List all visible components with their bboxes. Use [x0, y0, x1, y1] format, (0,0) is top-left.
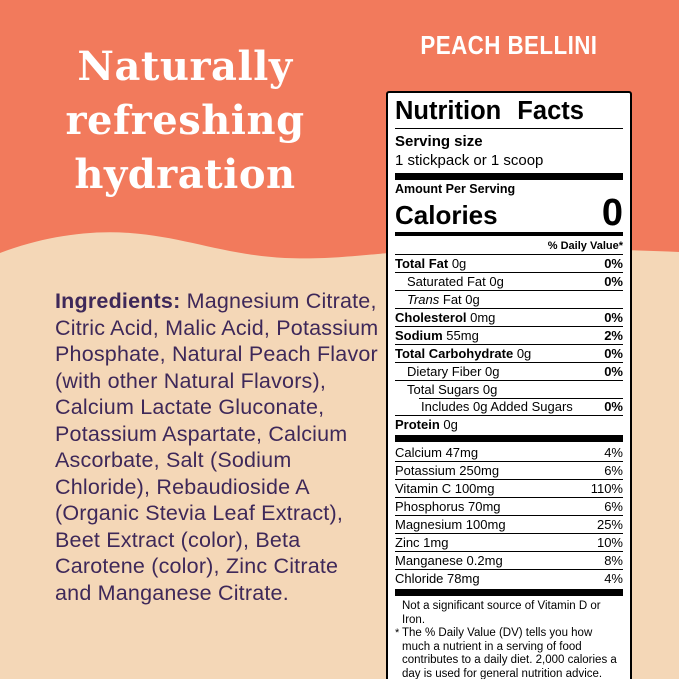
- mineral-row-name: Potassium 250mg: [395, 462, 500, 478]
- ingredients-paragraph: Ingredients: Magnesium Citrate, Citric A…: [55, 288, 380, 606]
- footnote-vitamin-d-iron: Not a significant source of Vitamin D or…: [402, 600, 601, 626]
- mineral-rows: Calcium 47mg 4% Potassium 250mg 6% Vitamin C…: [395, 444, 623, 587]
- ingredients-label: Ingredients:: [55, 289, 181, 313]
- mineral-row-daily-value: 25%: [596, 516, 623, 532]
- calories-row: Calories 0: [395, 192, 623, 234]
- mineral-row: Potassium 250mg 6%: [395, 461, 623, 479]
- mineral-row-name: Manganese 0.2mg: [395, 552, 503, 568]
- mineral-row-daily-value: 4%: [604, 570, 623, 586]
- mineral-row-daily-value: 8%: [604, 552, 623, 568]
- nutrient-row-name: Saturated Fat 0g: [407, 273, 504, 289]
- nutrient-row: Total Fat 0g 0%: [395, 254, 623, 272]
- flavor-name: PEACH BELLINI: [386, 30, 632, 61]
- mineral-row-daily-value: 6%: [604, 498, 623, 514]
- mineral-row: Phosphorus 70mg 6%: [395, 497, 623, 515]
- flavor-name-text: PEACH BELLINI: [420, 30, 598, 60]
- mineral-row-name: Calcium 47mg: [395, 444, 479, 460]
- nutrient-row: Includes 0g Added Sugars 0%: [395, 398, 623, 415]
- divider-bar: [395, 589, 623, 596]
- mineral-row: Calcium 47mg 4%: [395, 444, 623, 461]
- headline: Naturally refreshing hydration: [65, 43, 305, 198]
- thin-rule: [395, 128, 623, 129]
- nutrient-row-name: Protein 0g: [395, 416, 458, 432]
- mineral-row-daily-value: 110%: [590, 480, 623, 496]
- calories-label: Calories: [395, 200, 498, 230]
- mineral-row-name: Chloride 78mg: [395, 570, 480, 586]
- nutrient-row-daily-value: 2%: [604, 327, 623, 343]
- nutrient-row-daily-value: 0%: [604, 273, 623, 289]
- divider-bar: [395, 173, 623, 180]
- nutrient-row-daily-value: 0%: [604, 363, 623, 379]
- nutrient-row: Cholesterol 0mg 0%: [395, 308, 623, 326]
- nutrition-facts-panel: Nutrition Facts Serving size 1 stickpack…: [386, 91, 632, 679]
- mineral-row-daily-value: 4%: [604, 444, 623, 460]
- nutrient-row: Total Sugars 0g: [395, 380, 623, 398]
- nutrient-row-name: Total Sugars 0g: [407, 381, 498, 397]
- footnotes: Not a significant source of Vitamin D or…: [395, 598, 623, 679]
- divider-bar: [395, 435, 623, 442]
- amount-per-serving-label: Amount Per Serving: [395, 182, 516, 196]
- mineral-row-daily-value: 6%: [604, 462, 623, 478]
- mineral-row: Magnesium 100mg 25%: [395, 515, 623, 533]
- nutrient-row: Protein 0g: [395, 415, 623, 433]
- mineral-row-name: Magnesium 100mg: [395, 516, 506, 532]
- nutrient-row: Dietary Fiber 0g 0%: [395, 362, 623, 380]
- calories-value: 0: [601, 192, 623, 234]
- nutrient-row: Sodium 55mg 2%: [395, 326, 623, 344]
- daily-value-header: % Daily Value*: [547, 240, 623, 252]
- mineral-row: Zinc 1mg 10%: [395, 533, 623, 551]
- serving-size-label: Serving size: [395, 133, 483, 150]
- nutrient-row: Saturated Fat 0g 0%: [395, 272, 623, 290]
- mineral-row-daily-value: 10%: [596, 534, 623, 550]
- footnote-daily-value: * The % Daily Value (DV) tells you how m…: [395, 627, 623, 679]
- nutrient-row-name: Trans Fat 0g: [407, 291, 480, 307]
- serving-size-value: 1 stickpack or 1 scoop: [395, 152, 544, 169]
- divider-bar: [395, 232, 623, 236]
- nutrient-row-name: Total Fat 0g: [395, 255, 467, 271]
- nutrient-row-name: Cholesterol 0mg: [395, 309, 496, 325]
- nutrient-row-daily-value: 0%: [604, 255, 623, 271]
- ingredients-text: Magnesium Citrate, Citric Acid, Malic Ac…: [55, 289, 379, 605]
- nutrient-row-name: Dietary Fiber 0g: [407, 363, 500, 379]
- mineral-row: Chloride 78mg 4%: [395, 569, 623, 587]
- nutrient-row-name: Includes 0g Added Sugars: [421, 398, 573, 414]
- nutrition-facts-title: Nutrition Facts: [395, 97, 584, 125]
- nutrient-row-daily-value: 0%: [604, 345, 623, 361]
- mineral-row-name: Vitamin C 100mg: [395, 480, 495, 496]
- mineral-row: Manganese 0.2mg 8%: [395, 551, 623, 569]
- nutrient-row-name: Sodium 55mg: [395, 327, 479, 343]
- footnote-asterisk: *: [395, 627, 400, 639]
- nutrient-row: Total Carbohydrate 0g 0%: [395, 344, 623, 362]
- nutrient-row-daily-value: 0%: [604, 309, 623, 325]
- mineral-row-name: Phosphorus 70mg: [395, 498, 501, 514]
- mineral-row: Vitamin C 100mg 110%: [395, 479, 623, 497]
- nutrient-row-daily-value: 0%: [604, 398, 623, 414]
- nutrient-row-name: Total Carbohydrate 0g: [395, 345, 532, 361]
- mineral-row-name: Zinc 1mg: [395, 534, 449, 550]
- nutrient-row: Trans Fat 0g: [395, 290, 623, 308]
- nutrient-rows: Total Fat 0g 0% Saturated Fat 0g 0% Trans Fa…: [395, 254, 623, 433]
- footnote-daily-value-text: The % Daily Value (DV) tells you how muc…: [402, 627, 617, 679]
